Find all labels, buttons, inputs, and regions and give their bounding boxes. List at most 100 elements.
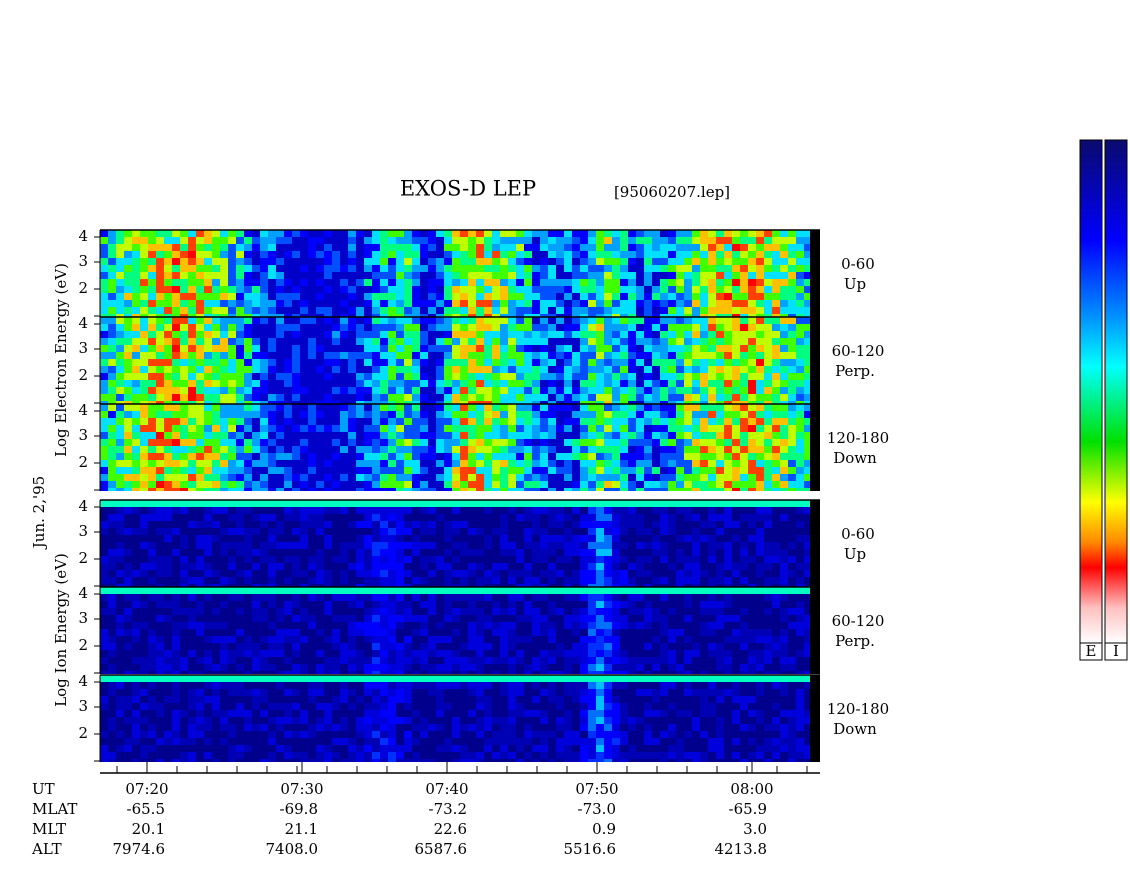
spectrogram-cell: [572, 446, 580, 453]
spectrogram-cell: [764, 577, 772, 584]
spectrogram-cell: [428, 570, 436, 577]
spectrogram-cell: [740, 279, 748, 286]
spectrogram-cell: [156, 563, 164, 570]
spectrogram-cell: [724, 474, 732, 481]
spectrogram-cell: [284, 324, 292, 331]
spectrogram-cell: [644, 404, 652, 411]
spectrogram-cell: [484, 394, 492, 401]
spectrogram-cell: [524, 474, 532, 481]
spectrogram-cell: [716, 418, 724, 425]
spectrogram-cell: [660, 272, 668, 279]
spectrogram-cell: [372, 251, 380, 258]
spectrogram-cell: [356, 272, 364, 279]
spectrogram-cell: [268, 411, 276, 418]
spectrogram-cell: [292, 481, 300, 488]
spectrogram-cell: [140, 460, 148, 467]
spectrogram-cell: [596, 279, 604, 286]
spectrogram-cell: [252, 587, 260, 594]
spectrogram-cell: [644, 265, 652, 272]
spectrogram-cell: [628, 251, 636, 258]
spectrogram-cell: [716, 460, 724, 467]
spectrogram-cell: [468, 446, 476, 453]
spectrogram-cell: [148, 650, 156, 657]
spectrogram-cell: [284, 279, 292, 286]
spectrogram-cell: [452, 366, 460, 373]
spectrogram-cell: [524, 387, 532, 394]
spectrogram-cell: [172, 404, 180, 411]
spectrogram-cell: [260, 265, 268, 272]
spectrogram-cell: [772, 460, 780, 467]
spectrogram-cell: [196, 460, 204, 467]
spectrogram-cell: [340, 563, 348, 570]
spectrogram-cell: [204, 608, 212, 615]
spectrogram-cell: [196, 601, 204, 608]
spectrogram-cell: [604, 460, 612, 467]
spectrogram-cell: [348, 570, 356, 577]
spectrogram-cell: [364, 258, 372, 265]
spectrogram-cell: [228, 446, 236, 453]
spectrogram-cell: [100, 366, 108, 373]
spectrogram-cell: [196, 244, 204, 251]
spectrogram-cell: [212, 286, 220, 293]
spectrogram-cell: [396, 549, 404, 556]
spectrogram-cell: [404, 521, 412, 528]
spectrogram-cell: [108, 556, 116, 563]
spectrogram-cell: [404, 359, 412, 366]
spectrogram-cell: [556, 528, 564, 535]
spectrogram-cell: [212, 300, 220, 307]
spectrogram-cell: [276, 331, 284, 338]
spectrogram-cell: [676, 359, 684, 366]
spectrogram-cell: [308, 460, 316, 467]
spectrogram-cell: [452, 265, 460, 272]
spectrogram-cell: [484, 453, 492, 460]
spectrogram-cell: [788, 404, 796, 411]
spectrogram-cell: [276, 272, 284, 279]
spectrogram-cell: [348, 258, 356, 265]
spectrogram-cell: [164, 258, 172, 265]
spectrogram-cell: [228, 338, 236, 345]
spectrogram-cell: [340, 265, 348, 272]
spectrogram-cell: [716, 446, 724, 453]
spectrogram-cell: [516, 556, 524, 563]
spectrogram-cell: [260, 307, 268, 314]
spectrogram-cell: [292, 307, 300, 314]
spectrogram-cell: [764, 394, 772, 401]
spectrogram-cell: [732, 577, 740, 584]
spectrogram-cell: [604, 500, 612, 507]
spectrogram-cell: [148, 507, 156, 514]
spectrogram-cell: [268, 622, 276, 629]
spectrogram-cell: [196, 446, 204, 453]
spectrogram-cell: [684, 394, 692, 401]
spectrogram-cell: [116, 258, 124, 265]
spectrogram-cell: [460, 404, 468, 411]
spectrogram-cell: [100, 481, 108, 488]
spectrogram-cell: [372, 394, 380, 401]
spectrogram-cell: [284, 387, 292, 394]
spectrogram-cell: [492, 265, 500, 272]
spectrogram-cell: [332, 338, 340, 345]
spectrogram-cell: [140, 352, 148, 359]
spectrogram-cell: [148, 474, 156, 481]
spectrogram-cell: [636, 279, 644, 286]
spectrogram-cell: [700, 453, 708, 460]
spectrogram-cell: [156, 331, 164, 338]
spectrogram-cell: [668, 286, 676, 293]
spectrogram-cell: [452, 307, 460, 314]
spectrogram-cell: [364, 467, 372, 474]
spectrogram-cell: [300, 488, 308, 491]
spectrogram-cell: [620, 432, 628, 439]
spectrogram-cell: [796, 230, 804, 237]
spectrogram-cell: [116, 563, 124, 570]
spectrogram-cell: [340, 359, 348, 366]
spectrogram-cell: [732, 300, 740, 307]
spectrogram-cell: [204, 366, 212, 373]
spectrogram-cell: [716, 439, 724, 446]
spectrogram-cell: [444, 338, 452, 345]
spectrogram-cell: [716, 230, 724, 237]
spectrogram-cell: [428, 366, 436, 373]
spectrogram-cell: [244, 230, 252, 237]
spectrogram-cell: [684, 272, 692, 279]
spectrogram-cell: [516, 528, 524, 535]
spectrogram-cell: [364, 300, 372, 307]
spectrogram-cell: [572, 244, 580, 251]
